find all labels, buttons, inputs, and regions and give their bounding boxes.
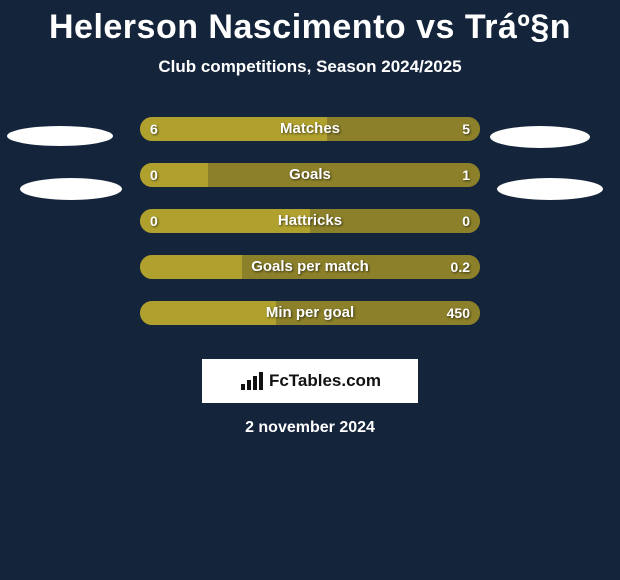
page-title: Helerson Nascimento vs Tráº§n	[0, 0, 620, 47]
value-right: 1	[462, 163, 470, 187]
bar-left	[140, 301, 276, 325]
value-right: 450	[447, 301, 470, 325]
bar-track	[140, 301, 480, 325]
stat-row: Hattricks00	[0, 209, 620, 255]
value-right: 0.2	[451, 255, 470, 279]
value-left: 0	[150, 209, 158, 233]
bar-left	[140, 209, 310, 233]
brand-text: FcTables.com	[269, 371, 381, 391]
value-right: 0	[462, 209, 470, 233]
bar-chart-icon	[239, 370, 265, 392]
comparison-chart: Matches65Goals01Hattricks00Goals per mat…	[0, 117, 620, 347]
bar-track	[140, 163, 480, 187]
bar-left	[140, 117, 327, 141]
bar-right	[242, 255, 480, 279]
page-subtitle: Club competitions, Season 2024/2025	[0, 57, 620, 77]
value-left: 6	[150, 117, 158, 141]
decor-ellipse-1	[20, 178, 122, 200]
bar-right	[310, 209, 480, 233]
decor-ellipse-0	[7, 126, 113, 146]
stat-row: Goals per match0.2	[0, 255, 620, 301]
value-right: 5	[462, 117, 470, 141]
value-left: 0	[150, 163, 158, 187]
brand-badge: FcTables.com	[202, 359, 418, 403]
bar-right	[208, 163, 480, 187]
bar-track	[140, 117, 480, 141]
bar-track	[140, 209, 480, 233]
footer-date: 2 november 2024	[0, 419, 620, 437]
decor-ellipse-3	[497, 178, 603, 200]
bar-left	[140, 255, 242, 279]
bar-right	[327, 117, 480, 141]
bar-track	[140, 255, 480, 279]
decor-ellipse-2	[490, 126, 590, 148]
stat-row: Min per goal450	[0, 301, 620, 347]
